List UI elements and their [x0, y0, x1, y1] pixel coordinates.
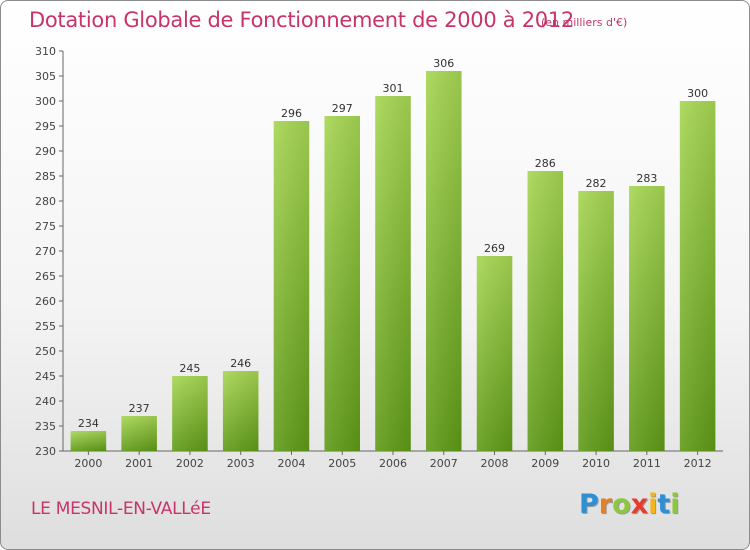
x-tick-label-2000: 2000 — [74, 457, 102, 470]
bar-shade-2007 — [426, 71, 462, 451]
bar-shade-2009 — [527, 171, 564, 451]
data-label-2002: 245 — [179, 362, 200, 375]
y-tick-label: 280 — [35, 195, 56, 208]
y-tick-label: 310 — [35, 45, 56, 58]
y-tick-label: 290 — [35, 145, 56, 158]
x-tick-label-2001: 2001 — [125, 457, 153, 470]
data-label-2012: 300 — [687, 87, 708, 100]
data-labels: 234 237 245 246 296 297 301 306 269 286 282 283 300 — [78, 57, 708, 430]
data-label-2006: 301 — [383, 82, 404, 95]
y-tick-label: 255 — [35, 320, 56, 333]
bar-shade-2006 — [375, 96, 411, 451]
y-tick-label: 265 — [35, 270, 56, 283]
x-tick-label-2003: 2003 — [227, 457, 255, 470]
x-tick-label-2011: 2011 — [633, 457, 661, 470]
data-label-2005: 297 — [332, 102, 353, 115]
y-tick-label: 270 — [35, 245, 56, 258]
y-tick-label: 235 — [35, 420, 56, 433]
chart-title: Dotation Globale de Fonctionnement de 20… — [29, 8, 574, 32]
bar-shade-2012 — [679, 101, 716, 451]
x-tick-label-2012: 2012 — [684, 457, 712, 470]
x-tick-label-2002: 2002 — [176, 457, 204, 470]
y-tick-label: 305 — [35, 70, 56, 83]
y-tick-label: 230 — [35, 445, 56, 458]
logo-letter-6: i — [670, 489, 680, 520]
x-tick-label-2006: 2006 — [379, 457, 407, 470]
data-label-2000: 234 — [78, 417, 99, 430]
y-tick-label: 240 — [35, 395, 56, 408]
x-tick-label-2008: 2008 — [481, 457, 509, 470]
bar-shade-2010 — [578, 191, 614, 451]
y-tick-label: 300 — [35, 95, 56, 108]
commune-name: LE MESNIL-EN-VALLéE — [31, 499, 211, 519]
bar-shade-2003 — [222, 371, 259, 451]
proxiti-logo: Proxiti — [579, 489, 680, 520]
bar-shade-2008 — [476, 256, 513, 451]
y-tick-label: 285 — [35, 170, 56, 183]
data-label-2009: 286 — [535, 157, 556, 170]
logo-letter-1: r — [598, 489, 613, 520]
logo-letter-5: t — [657, 489, 671, 520]
data-label-2008: 269 — [484, 242, 505, 255]
data-label-2003: 246 — [230, 357, 251, 370]
data-label-2004: 296 — [281, 107, 302, 120]
logo-letter-2: o — [612, 489, 631, 520]
logo-letter-0: P — [579, 489, 599, 520]
logo-letter-3: x — [630, 489, 649, 520]
data-label-2010: 282 — [586, 177, 607, 190]
x-tick-label-2007: 2007 — [430, 457, 458, 470]
bar-shade-2004 — [273, 121, 310, 451]
x-tick-label-2009: 2009 — [531, 457, 559, 470]
bar-shade-2001 — [121, 416, 157, 451]
bar-shade-2002 — [172, 376, 208, 451]
axes: 230 235 240 245 250 255 260 265 270 275 280 285 290 2… — [35, 45, 723, 470]
x-tick-label-2004: 2004 — [277, 457, 305, 470]
logo-letter-4: i — [648, 489, 658, 520]
data-label-2011: 283 — [636, 172, 657, 185]
chart-subtitle: (en milliers d'€) — [541, 16, 628, 29]
y-tick-label: 275 — [35, 220, 56, 233]
data-label-2007: 306 — [433, 57, 454, 70]
y-tick-label: 260 — [35, 295, 56, 308]
data-label-2001: 237 — [129, 402, 150, 415]
x-tick-label-2005: 2005 — [328, 457, 356, 470]
y-tick-label: 245 — [35, 370, 56, 383]
y-tick-label: 250 — [35, 345, 56, 358]
x-tick-label-2010: 2010 — [582, 457, 610, 470]
y-tick-label: 295 — [35, 120, 56, 133]
bar-shade-2011 — [629, 186, 665, 451]
bar-shade-2000 — [70, 431, 107, 451]
bar-shade-2005 — [324, 116, 360, 451]
bars — [70, 71, 716, 451]
